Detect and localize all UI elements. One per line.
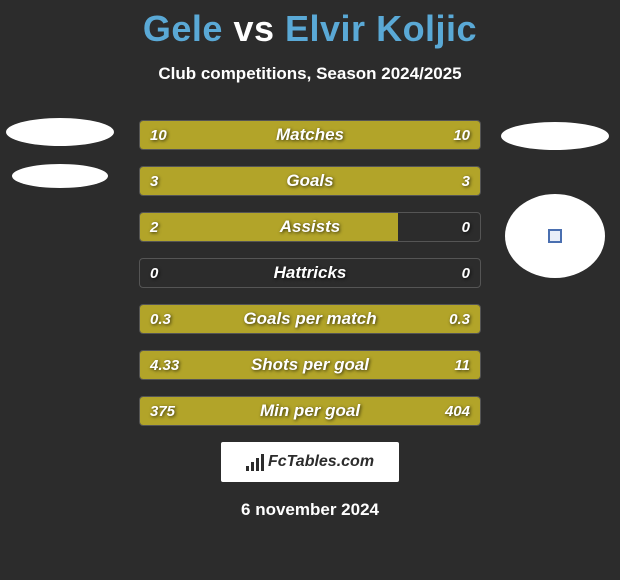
stat-value-right: 0 [462, 213, 470, 241]
stat-label: Assists [140, 213, 480, 241]
stat-label: Min per goal [140, 397, 480, 425]
vs-separator: vs [233, 8, 274, 49]
avatar-placeholder-shape [12, 164, 108, 188]
stat-bar: 4.33 Shots per goal 11 [139, 350, 481, 380]
stat-value-right: 404 [445, 397, 470, 425]
player1-name: Gele [143, 8, 223, 49]
bars-chart-icon [246, 453, 264, 471]
comparison-title: Gele vs Elvir Koljic [0, 0, 620, 50]
subtitle: Club competitions, Season 2024/2025 [0, 64, 620, 84]
stat-label: Goals per match [140, 305, 480, 333]
stat-value-right: 3 [462, 167, 470, 195]
stat-value-right: 0.3 [449, 305, 470, 333]
source-logo: FcTables.com [221, 442, 399, 482]
badge-icon [548, 229, 562, 243]
player2-avatar-area [500, 122, 610, 278]
stat-label: Shots per goal [140, 351, 480, 379]
stat-value-right: 0 [462, 259, 470, 287]
footer-date: 6 november 2024 [0, 500, 620, 520]
logo-text: FcTables.com [268, 453, 374, 471]
stat-bar: 2 Assists 0 [139, 212, 481, 242]
player2-name: Elvir Koljic [285, 8, 477, 49]
stat-bar: 375 Min per goal 404 [139, 396, 481, 426]
stat-label: Goals [140, 167, 480, 195]
stat-value-right: 11 [454, 351, 470, 379]
avatar-placeholder-shape [6, 118, 114, 146]
stat-bar: 0 Hattricks 0 [139, 258, 481, 288]
stat-label: Hattricks [140, 259, 480, 287]
stat-value-right: 10 [453, 121, 470, 149]
stat-bar: 0.3 Goals per match 0.3 [139, 304, 481, 334]
stat-label: Matches [140, 121, 480, 149]
stats-bars: 10 Matches 10 3 Goals 3 2 Assists 0 0 Ha… [139, 120, 481, 426]
club-badge-placeholder [505, 194, 605, 278]
stat-bar: 10 Matches 10 [139, 120, 481, 150]
stat-bar: 3 Goals 3 [139, 166, 481, 196]
avatar-placeholder-shape [501, 122, 609, 150]
player1-avatar-area [0, 118, 120, 188]
